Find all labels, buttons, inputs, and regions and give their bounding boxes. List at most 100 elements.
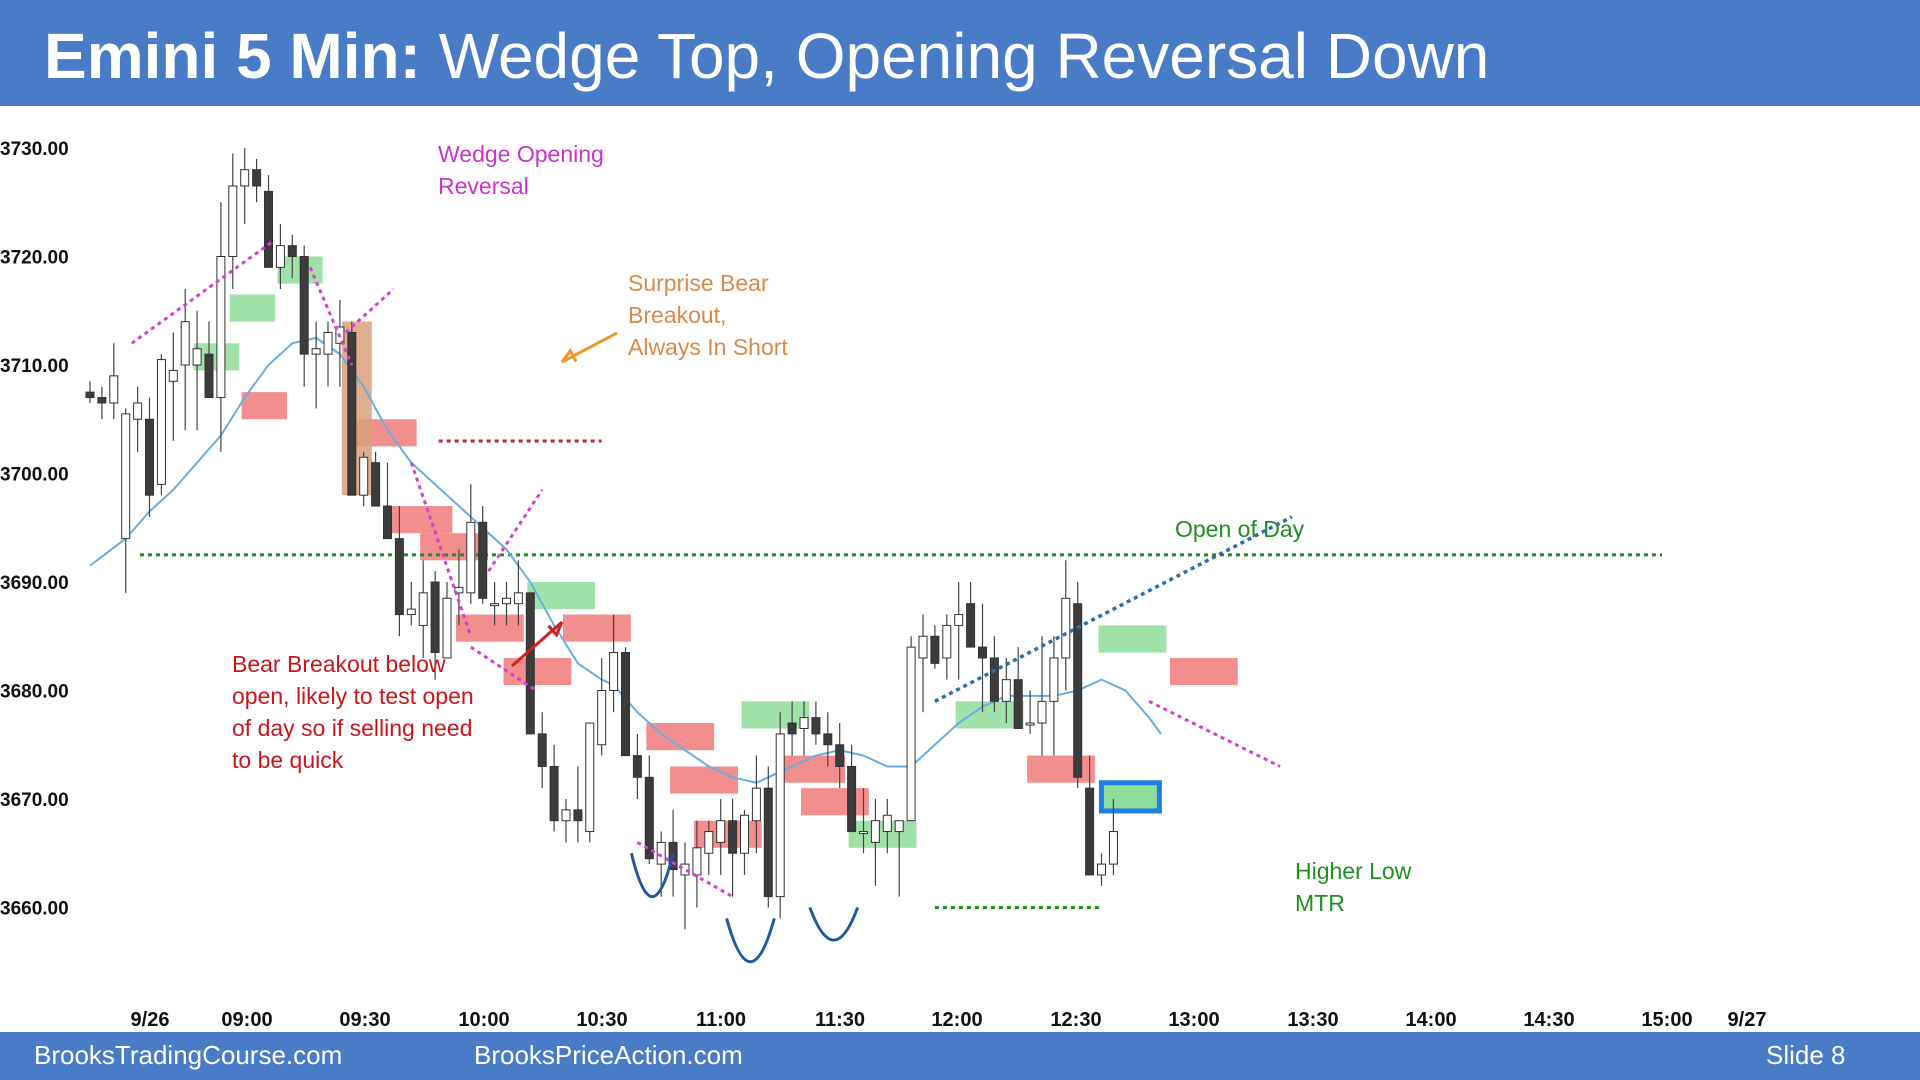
- x-tick-label: 15:00: [1641, 1009, 1692, 1031]
- bear-candle: [383, 505, 392, 540]
- slide-number: Slide 8: [1766, 1040, 1846, 1070]
- bull-candle: [109, 375, 119, 404]
- highlight-box: [741, 701, 810, 729]
- trend-line: [344, 287, 395, 334]
- page-title: Emini 5 Min: Wedge Top, Opening Reversal…: [44, 18, 1489, 94]
- y-tick-label: 3720.00: [0, 248, 69, 269]
- highlight-box: [455, 614, 524, 642]
- bull-candle: [1097, 863, 1106, 876]
- bear-candle: [287, 245, 297, 257]
- bull-candle: [1001, 679, 1011, 702]
- bull-candle: [168, 369, 178, 382]
- bull-candle: [692, 847, 702, 876]
- annotations: Wedge Opening Reversal Surprise Bear Breako…: [232, 141, 1412, 916]
- title-rest: Wedge Top, Opening Reversal Down: [438, 20, 1490, 92]
- bear-candle: [763, 787, 773, 898]
- swing-low-arc: [629, 852, 675, 899]
- bear-candle: [97, 397, 107, 404]
- swing-low-arc: [808, 906, 860, 942]
- x-tick-label: 11:00: [696, 1009, 746, 1031]
- annotation-open-of-day: Open of Day: [1175, 516, 1305, 542]
- y-tick-label: 3660.00: [0, 899, 69, 920]
- bull-candle: [228, 185, 238, 257]
- x-tick-label: 14:00: [1405, 1009, 1456, 1031]
- trend-line: [487, 488, 544, 572]
- arrow-head: [560, 347, 578, 363]
- arrow-shaft: [511, 620, 563, 668]
- bear-candle: [966, 603, 976, 648]
- bull-candle: [597, 690, 607, 746]
- x-tick-label: 11:30: [815, 1009, 865, 1031]
- highlight-box: [563, 614, 631, 642]
- ema-line: [89, 336, 1162, 784]
- bull-candle: [751, 787, 761, 822]
- bull-candle: [716, 820, 726, 843]
- footer-course-link[interactable]: BrooksTradingCourse.com: [34, 1040, 343, 1070]
- bear-candle: [573, 809, 583, 822]
- bull-candle: [513, 592, 523, 605]
- highlight-box: [229, 294, 276, 322]
- bull-candle: [359, 456, 369, 496]
- bear-candle: [728, 820, 738, 854]
- candlesticks: [85, 148, 1118, 930]
- bear-candle: [394, 538, 404, 616]
- y-tick-label: 3670.00: [0, 790, 69, 811]
- bull-candle: [1037, 700, 1047, 724]
- bull-candle: [799, 717, 809, 729]
- footer-site-link[interactable]: BrooksPriceAction.com: [474, 1040, 743, 1070]
- x-tick-label: 12:30: [1050, 1009, 1101, 1031]
- swing-low-arc: [725, 917, 776, 964]
- x-tick-label: 10:30: [576, 1009, 627, 1031]
- bull-candle: [418, 592, 428, 626]
- trend-line: [409, 462, 473, 637]
- bull-candle: [1049, 657, 1059, 702]
- bull-candle: [1108, 831, 1118, 865]
- highlight-box: [670, 766, 738, 794]
- bull-candle: [585, 722, 595, 833]
- bull-candle: [156, 359, 166, 485]
- trend-lines: [130, 239, 1293, 964]
- highlight-box: [241, 392, 287, 420]
- bear-candle: [145, 418, 154, 496]
- highlight-boxes: [194, 256, 1238, 848]
- bear-candle: [525, 592, 535, 735]
- bull-candle: [466, 521, 476, 594]
- trend-line: [469, 645, 538, 692]
- highlight-box: [646, 723, 715, 751]
- bear-candle: [85, 391, 95, 399]
- bear-candle: [264, 190, 273, 268]
- bear-candle: [204, 353, 214, 399]
- x-tick-label: 9/27: [1728, 1009, 1767, 1031]
- bull-candle: [216, 256, 226, 399]
- x-axis: 9/26 09:00 09:30 10:00 10:30 11:00 11:30 12:00 1…: [131, 1009, 1767, 1031]
- bull-candle: [906, 646, 916, 822]
- x-tick-label: 09:00: [221, 1009, 272, 1031]
- highlight-box: [1169, 657, 1238, 686]
- bull-candle: [740, 814, 749, 854]
- bull-candle: [1061, 597, 1071, 659]
- bear-candle: [1013, 679, 1023, 729]
- y-tick-label: 3700.00: [0, 465, 69, 486]
- x-tick-label: 13:30: [1287, 1009, 1338, 1031]
- bear-candle: [978, 646, 987, 659]
- bear-candle: [835, 744, 845, 767]
- annotation-bear-breakout: Bear Breakout below open, likely to test …: [232, 651, 474, 773]
- bear-candle: [299, 256, 309, 355]
- highlight-box: [693, 820, 762, 848]
- bear-candle: [823, 733, 833, 746]
- bull-candle: [323, 331, 333, 355]
- x-tick-label: 13:00: [1168, 1009, 1219, 1031]
- bull-candle: [442, 597, 452, 659]
- highlight-box: [1027, 755, 1095, 783]
- bull-candle: [894, 820, 904, 833]
- bear-candle: [347, 331, 357, 496]
- bull-candle: [561, 809, 571, 822]
- bear-candle: [1073, 603, 1083, 778]
- bull-candle: [502, 597, 511, 605]
- bull-candle: [870, 820, 880, 843]
- bull-candle: [656, 841, 666, 865]
- x-tick-label: 09:30: [339, 1009, 390, 1031]
- trend-line: [130, 239, 276, 345]
- bear-candle: [537, 733, 547, 767]
- trend-line: [636, 841, 734, 898]
